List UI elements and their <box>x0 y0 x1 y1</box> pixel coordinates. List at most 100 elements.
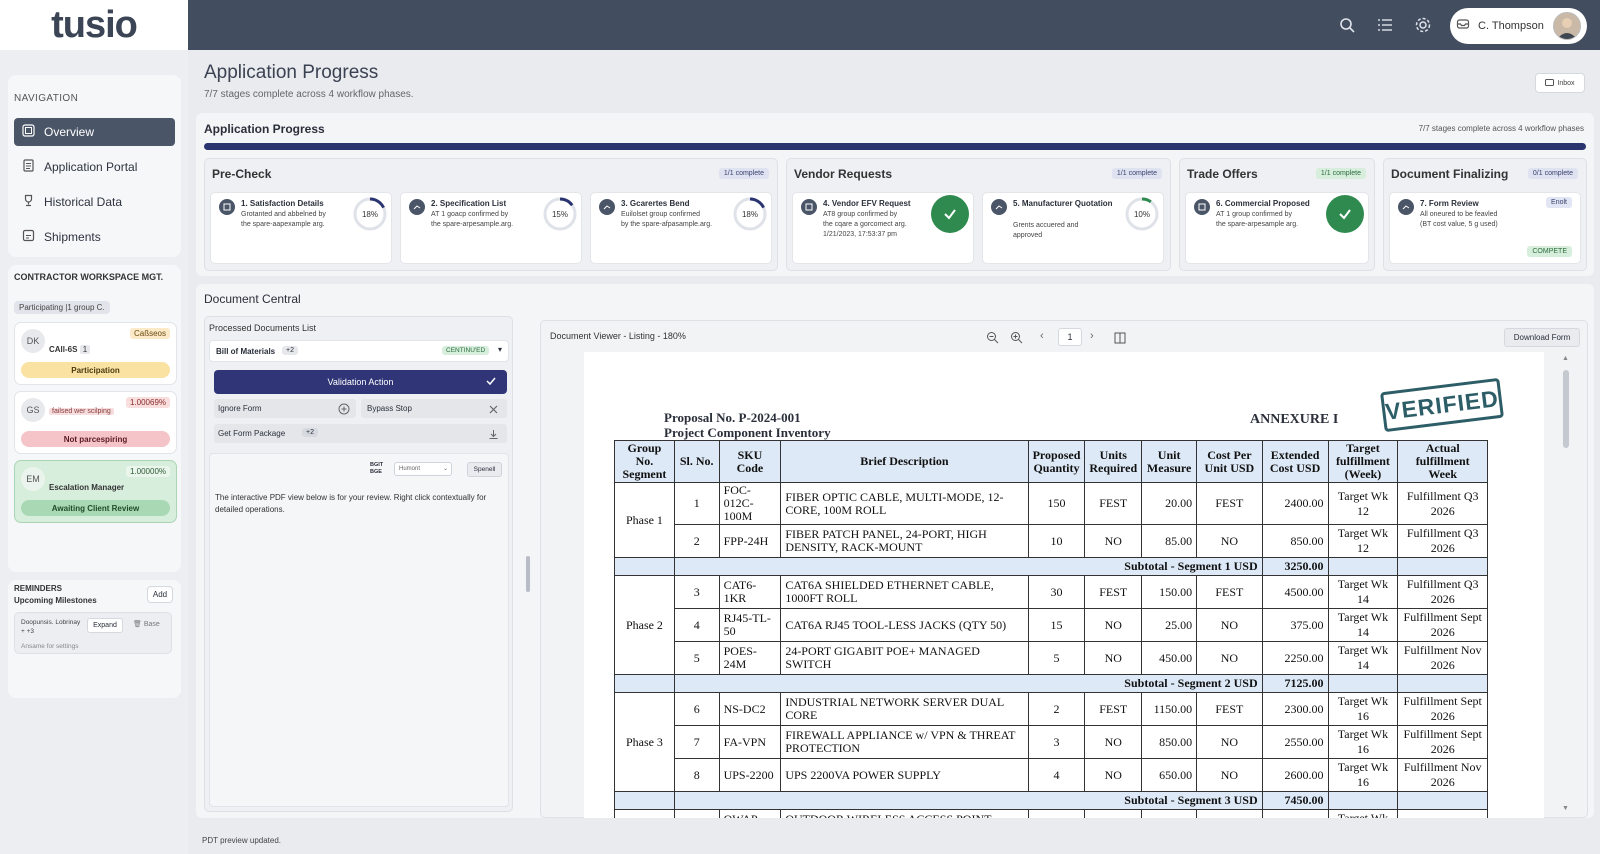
trophy-icon <box>22 194 35 210</box>
reminder-item[interactable]: Doopunsis. Lobrinay + +3 Expand 🗑 Base A… <box>14 612 172 654</box>
stage-card[interactable]: 7. Form Review All oneured to be feavled… <box>1389 192 1581 264</box>
table-cell: Fulfillment Sept 2026 <box>1397 692 1488 726</box>
user-menu[interactable]: C. Thompson <box>1450 8 1587 44</box>
validation-action-button[interactable]: Validation Action <box>214 370 507 394</box>
stage-icon <box>219 199 235 215</box>
sidebar-item-application-portal[interactable]: Application Portal <box>14 153 175 181</box>
phase-badge: 1/1 complete <box>1111 168 1162 179</box>
member-tag: 1.00000% <box>125 466 170 477</box>
get-form-package-label: Get Form Package <box>218 429 286 438</box>
table-cell: 350.00 <box>1141 809 1198 818</box>
member-card[interactable]: EM Escalation Manager 1.00000% Awaiting … <box>14 460 177 523</box>
ignore-form-button[interactable]: Ignore Form <box>214 399 356 418</box>
subtotal-label: Subtotal - Segment 3 USD <box>673 791 1263 810</box>
status-badge: COMPETE <box>1527 246 1572 257</box>
table-cell: Fulfillment Q3 2026 <box>1397 524 1488 558</box>
page-number-input[interactable]: 1 <box>1058 328 1082 346</box>
stage-desc: the cqare a gorcomect arg. <box>823 221 907 228</box>
table-cell: NO <box>1084 641 1143 675</box>
status-text: PDT preview updated. <box>202 836 282 845</box>
get-form-package-button[interactable]: Get Form Package +2 <box>214 424 507 443</box>
stage-card[interactable]: 3. Gcarertes Bend Euilolset group confir… <box>590 192 772 264</box>
table-cell: OWAP-LR <box>718 809 782 818</box>
table-cell: 9 <box>673 809 720 818</box>
table-cell: FEST <box>1196 482 1263 525</box>
stage-card[interactable]: 2. Specification List AT 1 goacp confirm… <box>400 192 582 264</box>
gear-icon[interactable] <box>1413 15 1433 35</box>
table-cell: 1150.00 <box>1141 692 1198 726</box>
table-cell: CAT6A SHIELDED ETHERNET CABLE, 1000FT RO… <box>780 575 1029 609</box>
edit-button[interactable]: Enolt <box>1546 197 1572 208</box>
document-row[interactable]: Bill of Materials +2 CENTINU'ED ▾ <box>209 340 509 362</box>
column-header: Actual fulfillment Week <box>1397 440 1488 483</box>
filter-select[interactable]: Humont ⌄ <box>394 462 452 476</box>
table-cell: 2300.00 <box>1261 692 1329 726</box>
phase-pre-check: Pre-Check 1/1 complete 1. Satisfaction D… <box>204 158 778 271</box>
spell-button[interactable]: Spenell <box>467 462 502 477</box>
stage-desc: (BT cost value, 5 g used) <box>1420 221 1498 228</box>
sidebar-item-shipments[interactable]: Shipments <box>14 223 175 251</box>
chevron-down-icon[interactable]: ▾ <box>498 345 503 354</box>
scroll-up-icon[interactable]: ▲ <box>1562 355 1569 362</box>
table-cell: 150 <box>1027 482 1086 525</box>
project-title: Project Component Inventory <box>664 425 831 440</box>
search-icon[interactable] <box>1337 15 1357 35</box>
table-cell <box>1327 674 1399 693</box>
sidebar-item-overview[interactable]: Overview <box>14 118 175 146</box>
table-cell: FEST <box>1196 692 1263 726</box>
page-subtitle: 7/7 stages complete across 4 workflow ph… <box>204 89 414 100</box>
add-reminder-button[interactable]: Add <box>147 586 173 603</box>
avatar[interactable] <box>1553 12 1581 40</box>
table-cell: 850.00 <box>1261 524 1329 558</box>
reminders-subtitle: Upcoming Milestones <box>14 596 97 605</box>
inbox-button[interactable]: Inbox <box>1535 73 1585 93</box>
member-avatar: GS <box>21 398 45 422</box>
stage-card[interactable]: 4. Vendor EFV Request AT8 group confirme… <box>792 192 974 264</box>
stage-desc: the spare-arpesample arg. <box>1216 221 1299 228</box>
resize-handle[interactable] <box>526 556 530 592</box>
next-page-icon[interactable]: › <box>1090 330 1094 342</box>
sidebar-item-historical-data[interactable]: Historical Data <box>14 188 175 216</box>
table-cell: Target Wk 16 <box>1327 725 1399 759</box>
column-header: Sl. No. <box>673 440 720 483</box>
inbox-icon[interactable] <box>1456 17 1470 36</box>
table-row: 7 FA-VPN FIREWALL APPLIANCE w/ VPN & THREA… <box>615 725 1488 759</box>
split-view-icon[interactable] <box>1114 331 1126 349</box>
member-name: CAll-6S 1 <box>49 345 91 354</box>
scrollbar-thumb[interactable] <box>1563 370 1569 448</box>
table-cell: 85.00 <box>1141 524 1198 558</box>
table-cell: 2250.00 <box>1261 641 1329 675</box>
stage-card[interactable]: 5. Manufacturer Quotation Grents accuere… <box>982 192 1164 264</box>
member-card[interactable]: DK CAll-6S 1 Caßseos Participation <box>14 322 177 385</box>
document-icon <box>22 159 35 175</box>
base-button[interactable]: 🗑 Base <box>133 621 160 628</box>
zoom-out-icon[interactable] <box>986 331 999 349</box>
scroll-down-icon[interactable]: ▼ <box>1562 805 1569 812</box>
list-icon[interactable] <box>1375 15 1395 35</box>
prev-page-icon[interactable]: ‹ <box>1040 330 1044 342</box>
table-cell: FA-VPN <box>718 725 782 759</box>
table-cell: Target Wk 14 <box>1327 608 1399 642</box>
ignore-form-label: Ignore Form <box>218 404 262 413</box>
package-count: +2 <box>302 428 318 437</box>
page-title: Application Progress <box>204 62 379 83</box>
zoom-in-icon[interactable] <box>1010 331 1023 349</box>
stage-card[interactable]: 6. Commercial Proposed AT 1 group confir… <box>1185 192 1369 264</box>
bypass-stop-button[interactable]: Bypass Stop <box>361 399 507 418</box>
scrollbar[interactable]: ▲ ▼ <box>1562 355 1570 818</box>
logo-area[interactable]: tusio <box>0 0 188 50</box>
trash-icon: 🗑 <box>133 621 142 628</box>
expand-button[interactable]: Expand <box>87 618 123 633</box>
stage-desc: Grents accuered and <box>1013 222 1079 229</box>
subtotal-label: Subtotal - Segment 1 USD <box>673 557 1263 576</box>
stage-card[interactable]: 1. Satisfaction Details Grotanted and ab… <box>210 192 392 264</box>
pdf-page: Proposal No. P-2024-001 Project Componen… <box>584 352 1544 818</box>
download-form-button[interactable]: Download Form <box>1504 328 1580 347</box>
sidebar-item-label: Historical Data <box>44 195 123 209</box>
table-cell: 15 <box>1027 608 1086 642</box>
table-cell: 24-PORT GIGABIT POE+ MANAGED SWITCH <box>780 641 1029 675</box>
progress-title: Application Progress <box>204 122 325 136</box>
member-card[interactable]: GS failsed wer scilping 1.00069% Not par… <box>14 391 177 454</box>
table-cell <box>614 557 675 576</box>
progress-bar <box>204 143 1586 150</box>
